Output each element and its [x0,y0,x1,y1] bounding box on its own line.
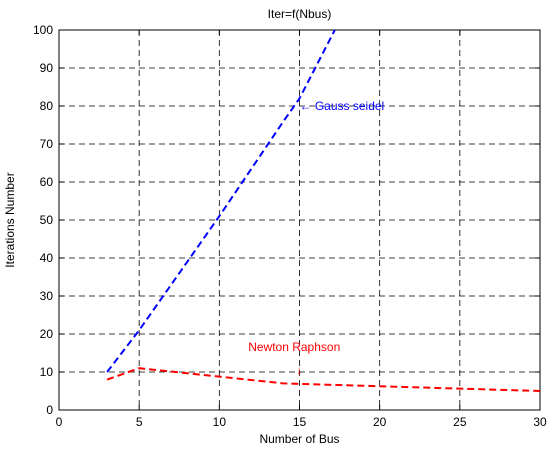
y-tick-label: 30 [40,289,54,303]
gauss-seidel-series-line [106,29,336,373]
y-tick-label: 60 [40,175,54,189]
x-tick-label: 10 [213,415,227,429]
y-tick-label: 10 [40,365,54,379]
x-tick-label: 15 [293,415,307,429]
y-tick-label: 20 [40,327,54,341]
y-tick-label: 70 [40,137,54,151]
newton-raphson-arrow: ↓ [296,363,302,377]
x-axis-label: Number of Bus [259,432,339,446]
newton-raphson-label: Newton Raphson [248,340,340,354]
newton-raphson-series-line [106,367,541,392]
y-axis-label: Iterations Number [3,172,17,267]
x-tick-label: 25 [453,415,467,429]
x-tick-label: 20 [373,415,387,429]
grid [59,30,540,410]
y-tick-label: 80 [40,99,54,113]
axis-ticks: 0 5 10 15 20 25 30 0 10 20 30 40 50 60 70 80 90 100 [33,23,547,429]
x-tick-label: 30 [533,415,547,429]
y-tick-label: 50 [40,213,54,227]
series-lines [106,29,541,392]
x-tick-label: 0 [56,415,63,429]
annotations: ← Gauss seidel Newton Raphson ↓ [248,99,384,377]
x-tick-label: 5 [136,415,143,429]
y-tick-label: 90 [40,61,54,75]
y-tick-label: 0 [46,403,53,417]
y-tick-label: 40 [40,251,54,265]
y-tick-label: 100 [33,23,53,37]
gauss-seidel-label: ← Gauss seidel [300,99,385,113]
chart-title: Iter=f(Nbus) [268,7,332,21]
